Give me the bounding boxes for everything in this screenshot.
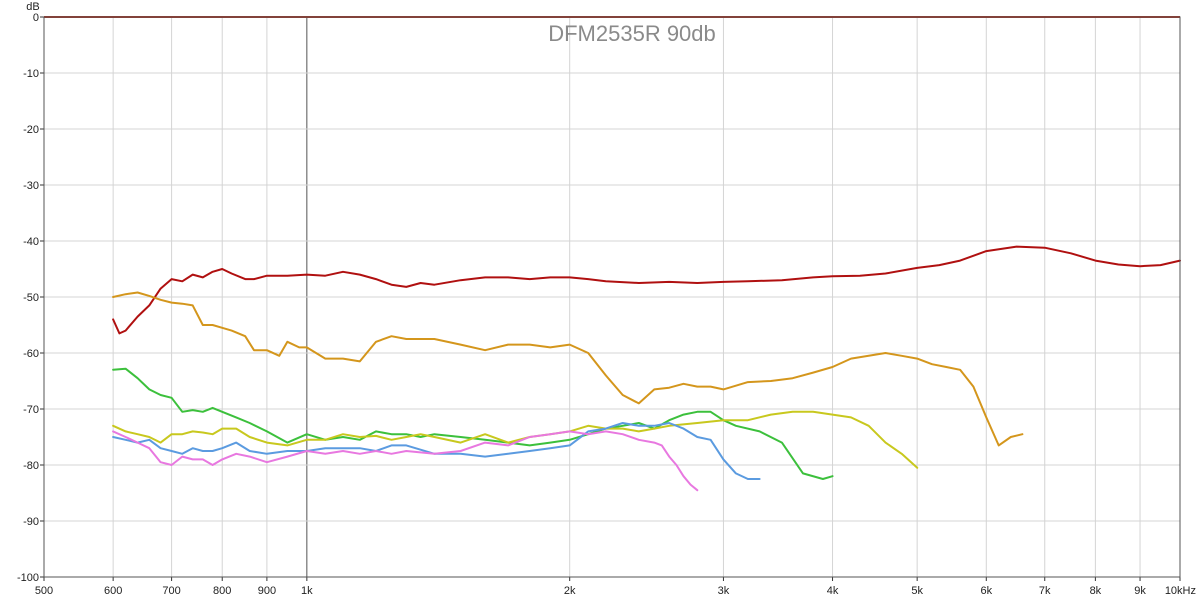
x-tick-label: 2k xyxy=(564,585,576,597)
y-tick-label: -80 xyxy=(23,460,39,472)
x-tick-label: 800 xyxy=(213,585,231,597)
x-tick-label: 9k xyxy=(1134,585,1146,597)
x-tick-label: 4k xyxy=(827,585,839,597)
x-tick-label: 10kHz xyxy=(1165,585,1196,597)
y-tick-label: -70 xyxy=(23,404,39,416)
y-tick-label: -40 xyxy=(23,236,39,248)
y-tick-label: -100 xyxy=(17,572,39,584)
y-tick-label: -90 xyxy=(23,516,39,528)
x-tick-label: 6k xyxy=(980,585,992,597)
y-tick-label: -30 xyxy=(23,180,39,192)
y-tick-label: -60 xyxy=(23,348,39,360)
y-tick-label: -50 xyxy=(23,292,39,304)
chart-title: DFM2535R 90db xyxy=(548,21,716,46)
x-tick-label: 700 xyxy=(162,585,180,597)
x-tick-label: 600 xyxy=(104,585,122,597)
x-tick-label: 8k xyxy=(1090,585,1102,597)
y-tick-label: -20 xyxy=(23,124,39,136)
y-tick-label: -10 xyxy=(23,68,39,80)
x-tick-label: 7k xyxy=(1039,585,1051,597)
x-tick-label: 3k xyxy=(718,585,730,597)
x-tick-label: 900 xyxy=(258,585,276,597)
x-tick-label: 500 xyxy=(35,585,53,597)
x-tick-label: 1k xyxy=(301,585,313,597)
x-tick-label: 5k xyxy=(911,585,923,597)
y-tick-label: 0 xyxy=(33,12,39,24)
